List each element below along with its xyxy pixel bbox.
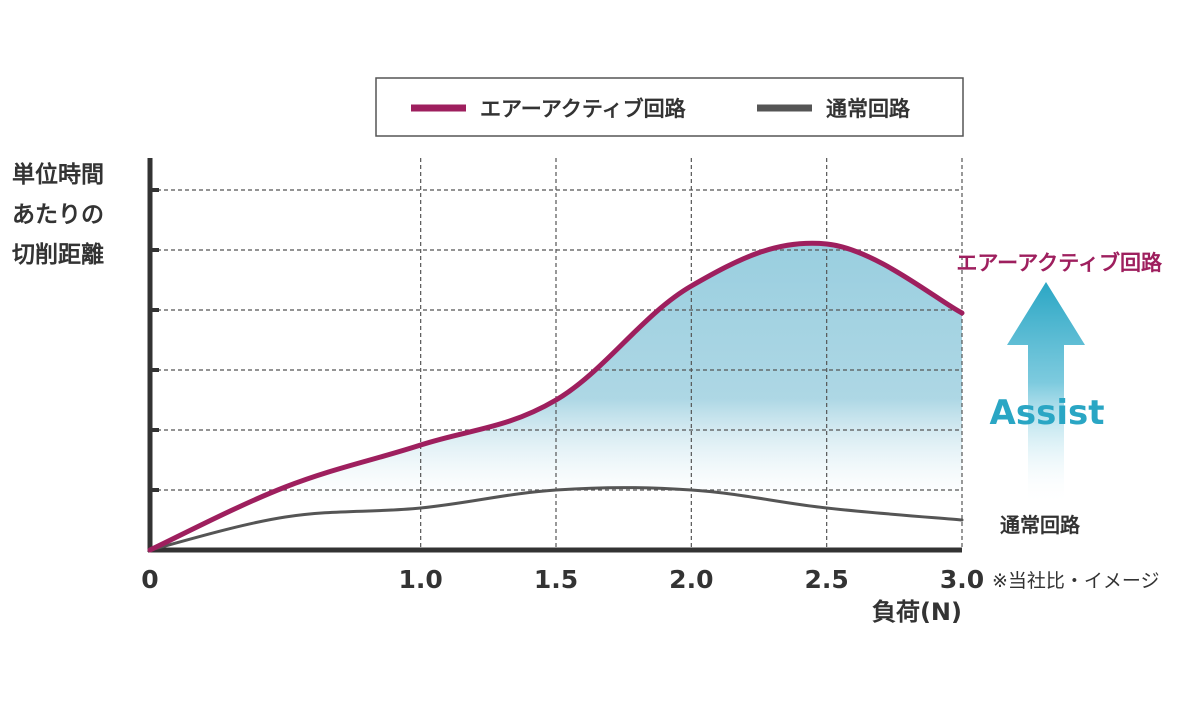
y-axis-label-line-2: あたりの [12, 202, 104, 228]
assist-area [150, 243, 962, 550]
y-axis-ticks [150, 188, 159, 492]
y-axis-label-line-3: 切削距離 [12, 241, 104, 268]
x-tick-label-2: 1.5 [534, 565, 578, 594]
legend-label-air-active: エアーアクティブ回路 [480, 97, 687, 121]
legend-box [375, 77, 964, 137]
assist-arrow-icon [1007, 282, 1085, 505]
vertical-gridlines [420, 158, 963, 550]
x-tick-label-0: 0 [141, 565, 158, 594]
annotation-normal: 通常回路 [1000, 513, 1081, 537]
x-tick-label-5: 3.0 [940, 565, 984, 594]
x-tick-label-1: 1.0 [399, 565, 443, 594]
series-line-normal [148, 486, 964, 552]
legend: エアーアクティブ回路 通常回路 [375, 77, 964, 137]
annotation-note: ※当社比・イメージ [992, 570, 1160, 592]
series-line-air-active [147, 240, 965, 553]
annotation-air-active: エアーアクティブ回路 [956, 251, 1163, 275]
x-tick-labels: 0 1.0 1.5 2.0 2.5 3.0 [141, 565, 984, 594]
x-tick-label-4: 2.5 [805, 565, 849, 594]
x-tick-label-3: 2.0 [669, 565, 713, 594]
legend-label-normal: 通常回路 [826, 97, 911, 121]
x-axis-label: 負荷(N) [872, 598, 962, 626]
annotation-assist: Assist [990, 393, 1105, 433]
y-axis-label-line-1: 単位時間 [12, 161, 104, 188]
